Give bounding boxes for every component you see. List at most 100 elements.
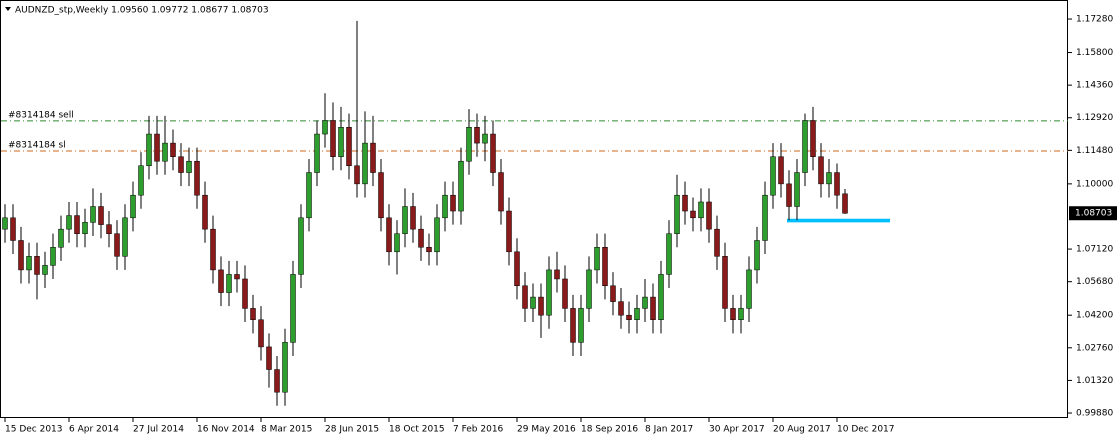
x-tick-label: 28 Jun 2015 <box>325 425 379 435</box>
candle-body <box>34 256 40 275</box>
candle-body <box>810 120 816 157</box>
candle-body <box>18 240 24 271</box>
candle-body <box>242 278 248 309</box>
y-tick-label: 0.99880 <box>1076 409 1113 419</box>
price-tag-label: 1.08703 <box>1075 209 1112 219</box>
candle-body <box>450 194 456 212</box>
candle-body <box>186 160 192 173</box>
candle-body <box>58 228 64 248</box>
candle-body <box>554 269 560 280</box>
candle-body <box>762 194 768 241</box>
candle-body <box>586 269 592 309</box>
candle-body <box>250 308 256 320</box>
candle-body <box>674 194 680 234</box>
candle-body <box>362 142 368 185</box>
candle-body <box>338 127 344 157</box>
x-tick-label: 27 Jul 2014 <box>133 425 184 435</box>
candle-body <box>170 142 176 157</box>
candle-body <box>138 165 144 196</box>
candle-body <box>802 120 808 173</box>
candle-body <box>634 308 640 320</box>
x-tick-label: 10 Dec 2017 <box>837 425 895 435</box>
candle-body <box>522 285 528 309</box>
candle-body <box>698 201 704 219</box>
candle-body <box>378 172 384 219</box>
candle-body <box>386 217 392 253</box>
level-label: #8314184 sell <box>8 110 74 120</box>
candle-body <box>402 206 408 234</box>
candle-body <box>178 156 184 173</box>
candle-body <box>258 319 264 348</box>
candle-body <box>538 296 544 316</box>
candle-body <box>530 296 536 309</box>
candle-body <box>738 308 744 320</box>
candle-body <box>482 133 488 144</box>
candle-body <box>626 314 632 320</box>
candle-body <box>506 210 512 253</box>
x-tick-label: 15 Dec 2013 <box>5 425 63 435</box>
candle-body <box>682 194 688 212</box>
candle-body <box>458 160 464 212</box>
candle-body <box>770 156 776 196</box>
candle-body <box>642 296 648 309</box>
candle-body <box>730 308 736 320</box>
y-tick-label: 1.17280 <box>1076 15 1113 25</box>
candle-body <box>418 228 424 248</box>
candle-body <box>202 194 208 230</box>
x-tick-label: 7 Feb 2016 <box>453 425 504 435</box>
candle-body <box>26 256 32 271</box>
candle-body <box>2 217 8 230</box>
candle-body <box>690 210 696 219</box>
candle-body <box>330 120 336 157</box>
candle-body <box>794 172 800 207</box>
candle-body <box>74 215 80 234</box>
y-tick-label: 1.04200 <box>1076 311 1113 321</box>
candle-body <box>594 247 600 271</box>
candle-body <box>298 217 304 275</box>
candle-body <box>818 156 824 185</box>
x-tick-label: 8 Mar 2015 <box>261 425 312 435</box>
candle-body <box>442 194 448 219</box>
candle-body <box>210 228 216 271</box>
candle-body <box>370 142 376 173</box>
candle-body <box>650 296 656 320</box>
y-tick-label: 1.14360 <box>1076 81 1113 91</box>
candle-body <box>714 228 720 257</box>
candle-body <box>106 224 112 234</box>
candle-body <box>194 160 200 196</box>
candle-body <box>266 346 272 370</box>
y-tick-label: 1.05680 <box>1076 277 1113 287</box>
candle-body <box>842 193 848 214</box>
candle-body <box>130 194 136 219</box>
candle-body <box>722 256 728 309</box>
candle-body <box>346 127 352 167</box>
menu-arrow <box>5 7 11 11</box>
candle-body <box>610 285 616 302</box>
candle-body <box>322 120 328 135</box>
price-tag <box>1069 206 1117 221</box>
x-tick-label: 30 Apr 2017 <box>709 425 765 435</box>
candle-body <box>234 274 240 280</box>
candle-body <box>706 201 712 230</box>
candle-body <box>434 217 440 253</box>
candle-body <box>578 308 584 343</box>
candle-body <box>42 265 48 275</box>
candle-body <box>146 133 152 167</box>
plot-frame <box>0 0 1068 418</box>
candle-body <box>66 215 72 230</box>
candle-body <box>162 142 168 162</box>
candle-body <box>114 233 120 257</box>
candle-body <box>514 251 520 287</box>
candle-body <box>274 369 280 393</box>
x-tick-label: 29 May 2016 <box>517 425 576 435</box>
candle-body <box>754 240 760 271</box>
candle-body <box>562 278 568 309</box>
candle-body <box>98 206 104 225</box>
candle-body <box>394 233 400 253</box>
y-tick-label: 1.15800 <box>1076 48 1113 58</box>
candle-body <box>658 274 664 320</box>
candle-body <box>834 172 840 196</box>
candle-body <box>410 206 416 230</box>
candle-body <box>546 269 552 316</box>
